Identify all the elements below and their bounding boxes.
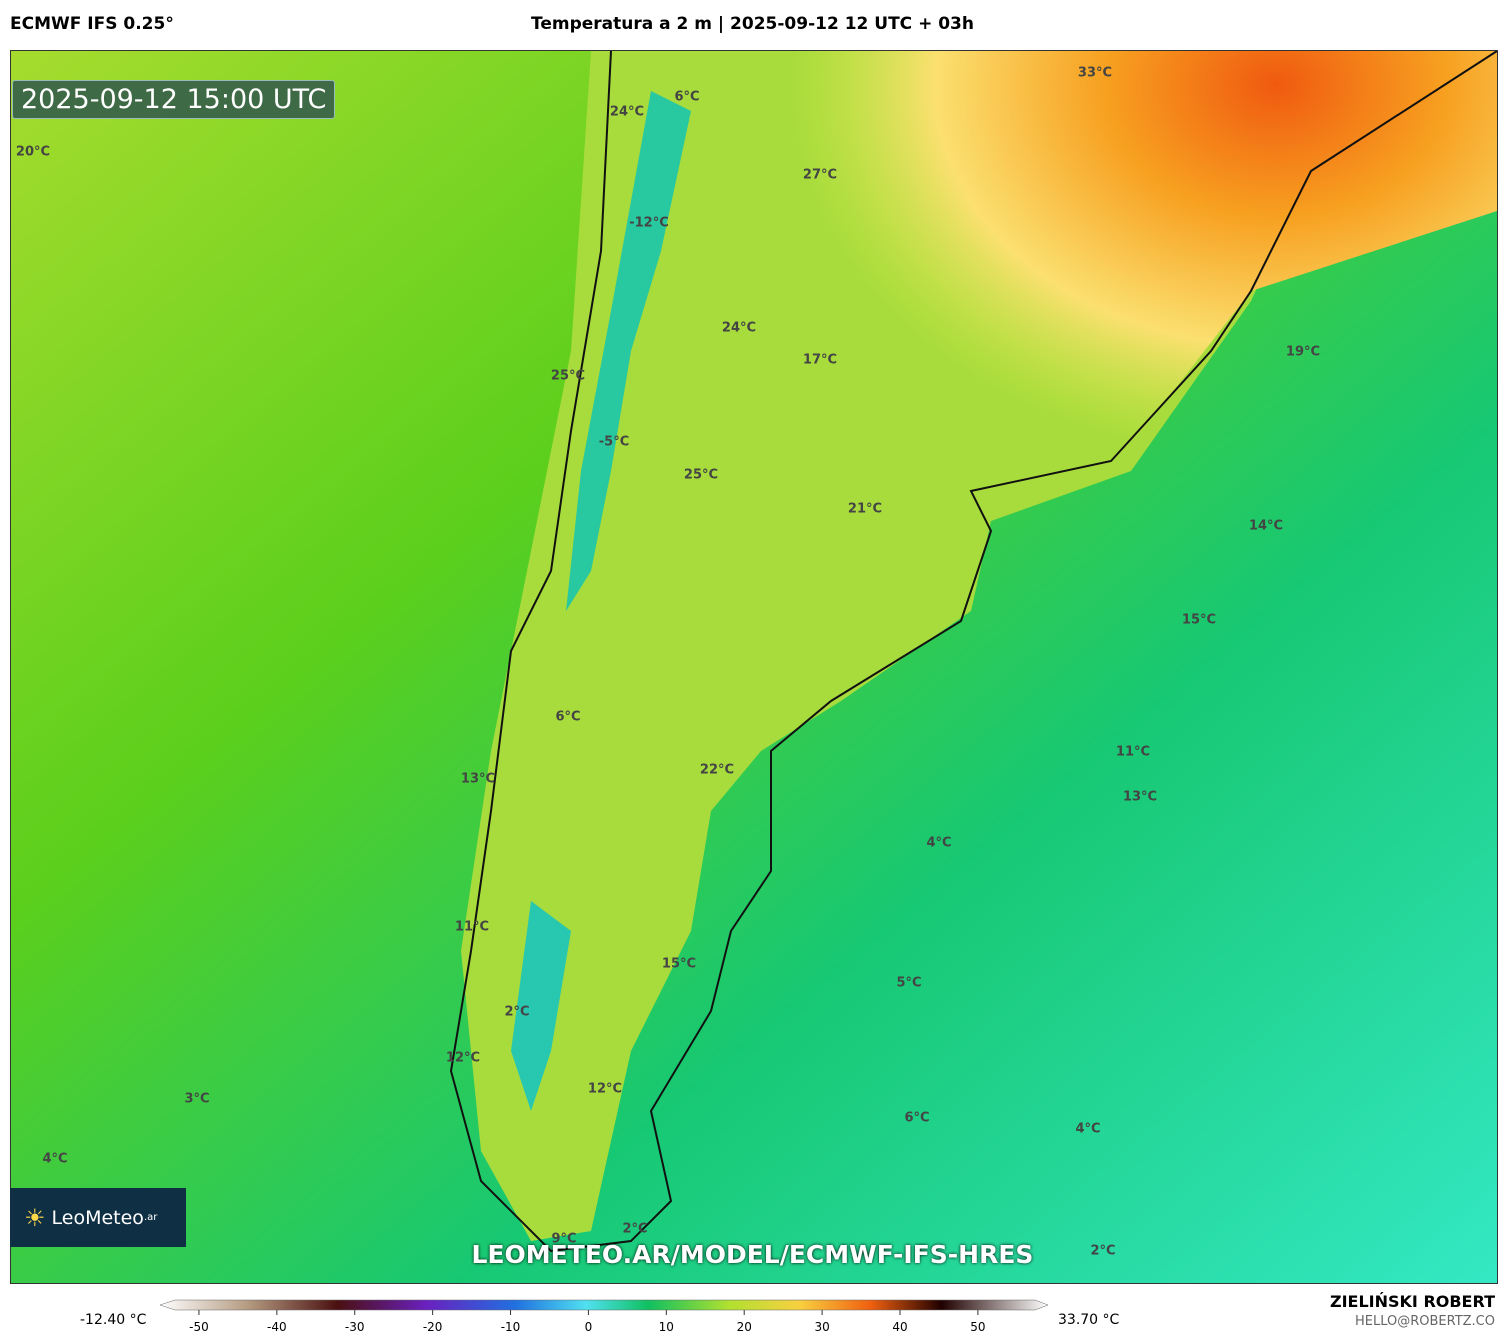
map: 33°C 24°C 6°C 20°C 27°C -12°C 24°C 17°C 19°C 25°C…	[10, 50, 1498, 1284]
colorbar-tick-label: -10	[501, 1320, 521, 1334]
colorbar-tick-label: 20	[737, 1320, 752, 1334]
andes	[566, 91, 691, 611]
temperature-label: 19°C	[1286, 345, 1320, 360]
temperature-label: 22°C	[700, 763, 734, 778]
colorbar-tick-label: -40	[267, 1320, 287, 1334]
temperature-label: -5°C	[599, 435, 629, 450]
temperature-label: 20°C	[16, 145, 50, 160]
temperature-label: 12°C	[588, 1082, 622, 1097]
temperature-label: 17°C	[803, 353, 837, 368]
temperature-label: 4°C	[42, 1152, 67, 1167]
colorbar-tick-label: 30	[814, 1320, 829, 1334]
author: ZIELIŃSKI ROBERT	[1329, 1292, 1495, 1311]
model-name: ECMWF IFS 0.25°	[10, 14, 174, 34]
temperature-label: 25°C	[551, 369, 585, 384]
temperature-label: 15°C	[1182, 613, 1216, 628]
map-title: Temperatura a 2 m | 2025-09-12 12 UTC + …	[531, 14, 974, 34]
colorbar-tick-label: -50	[189, 1320, 209, 1334]
logo-name: LeoMeteo	[51, 1206, 144, 1229]
temperature-label: 11°C	[1116, 745, 1150, 760]
temperature-label: 15°C	[662, 957, 696, 972]
valid-time: 2025-09-12 15:00 UTC	[12, 80, 336, 119]
colorbar-tick-label: 50	[970, 1320, 985, 1334]
temperature-label: 13°C	[1123, 790, 1157, 805]
email: HELLO@ROBERTZ.CO	[1354, 1314, 1495, 1329]
temperature-label: 6°C	[674, 90, 699, 105]
logo: ☀ LeoMeteo .ar	[10, 1188, 186, 1247]
temperature-label: 3°C	[184, 1092, 209, 1107]
temperature-label: 12°C	[446, 1051, 480, 1066]
map-canvas: 33°C 24°C 6°C 20°C 27°C -12°C 24°C 17°C 19°C 25°C…	[11, 51, 1497, 1283]
colorbar-tick-label: -20	[423, 1320, 443, 1334]
temperature-label: 4°C	[1075, 1122, 1100, 1137]
temperature-label: -12°C	[629, 216, 669, 231]
andes-south	[511, 901, 571, 1111]
temperature-label: 33°C	[1078, 66, 1112, 81]
temperature-label: 11°C	[455, 920, 489, 935]
temperature-label: 14°C	[1249, 519, 1283, 534]
temperature-label: 6°C	[555, 710, 580, 725]
temperature-label: 21°C	[848, 502, 882, 517]
warm-area	[611, 51, 1497, 731]
temperature-label: 27°C	[803, 168, 837, 183]
temperature-label: 2°C	[504, 1005, 529, 1020]
watermark: LEOMETEO.AR/MODEL/ECMWF-IFS-HRES	[471, 1240, 1034, 1269]
logo-suffix: .ar	[143, 1212, 158, 1223]
temperature-label: 5°C	[896, 976, 921, 991]
temperature-label: 24°C	[610, 105, 644, 120]
colorbar-tick-label: 40	[892, 1320, 907, 1334]
colorbar-scale	[159, 1299, 1049, 1311]
colorbar-tick-label: 0	[585, 1320, 593, 1334]
temperature-label: 6°C	[904, 1111, 929, 1126]
temperature-label: 25°C	[684, 468, 718, 483]
colorbar-min: -12.40 °C	[80, 1312, 147, 1328]
coastline	[449, 51, 1497, 1253]
temperature-label: 9°C	[551, 1232, 576, 1247]
colorbar-tick-label: -30	[345, 1320, 365, 1334]
temperature-label: 2°C	[622, 1222, 647, 1237]
temperature-label: 13°C	[461, 772, 495, 787]
colorbar-max: 33.70 °C	[1058, 1312, 1120, 1328]
temperature-label: 2°C	[1090, 1244, 1115, 1259]
temperature-label: 24°C	[722, 321, 756, 336]
colorbar-tick-label: 10	[659, 1320, 674, 1334]
temperature-label: 4°C	[926, 836, 951, 851]
colorbar: -50 -40 -30 -20 -10 0 10 20 30 40 50	[159, 1299, 1049, 1334]
